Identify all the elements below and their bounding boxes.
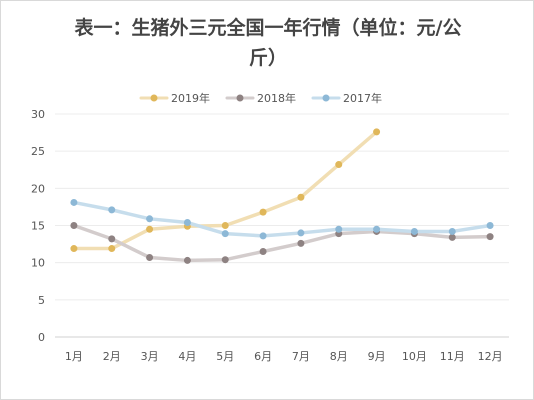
data-point xyxy=(221,256,229,264)
legend-label: 2017年 xyxy=(343,91,382,105)
y-tick-label: 5 xyxy=(38,294,45,307)
x-tick-label: 3月 xyxy=(141,350,159,363)
chart-title: 表一：生猪外三元全国一年行情（单位：元/公斤） xyxy=(74,17,462,69)
legend-label: 2018年 xyxy=(257,91,296,105)
data-point xyxy=(486,233,494,241)
y-tick-label: 30 xyxy=(31,108,45,121)
x-tick-label: 12月 xyxy=(478,350,503,363)
x-tick-label: 4月 xyxy=(178,350,196,363)
y-tick-label: 10 xyxy=(31,257,45,270)
x-tick-label: 5月 xyxy=(216,350,234,363)
data-point xyxy=(146,215,154,223)
data-point xyxy=(70,222,78,229)
x-tick-label: 10月 xyxy=(402,350,427,363)
x-tick-label: 6月 xyxy=(254,350,272,363)
x-tick-label: 11月 xyxy=(440,350,465,363)
x-tick-label: 1月 xyxy=(65,350,83,363)
data-point xyxy=(259,248,267,256)
series-line xyxy=(72,200,492,238)
data-point xyxy=(108,235,116,243)
data-point xyxy=(70,198,78,206)
data-point xyxy=(146,253,154,261)
data-point xyxy=(335,161,343,169)
series-line xyxy=(72,223,492,263)
data-point xyxy=(108,245,116,253)
data-point xyxy=(108,206,116,214)
y-tick-label: 20 xyxy=(31,182,45,195)
data-point xyxy=(183,219,191,227)
data-point xyxy=(373,128,381,136)
data-point xyxy=(70,245,78,253)
legend-marker xyxy=(236,94,244,102)
data-point xyxy=(297,193,305,201)
data-point xyxy=(221,222,229,229)
data-point xyxy=(486,222,494,229)
x-tick-label: 9月 xyxy=(368,350,386,363)
x-tick-label: 2月 xyxy=(103,350,121,363)
data-point xyxy=(448,233,456,241)
legend-marker xyxy=(322,94,330,102)
legend-label: 2019年 xyxy=(171,91,210,105)
legend-marker xyxy=(150,94,158,102)
data-point xyxy=(297,239,305,247)
data-point xyxy=(259,208,267,216)
data-point xyxy=(373,225,381,233)
data-point xyxy=(183,256,191,264)
x-tick-label: 8月 xyxy=(330,350,348,363)
y-tick-label: 15 xyxy=(31,220,45,233)
x-tick-label: 7月 xyxy=(292,350,310,363)
y-tick-label: 0 xyxy=(38,331,45,344)
data-point xyxy=(297,229,305,237)
data-point xyxy=(335,225,343,233)
y-tick-label: 25 xyxy=(31,145,45,158)
data-point xyxy=(221,230,229,238)
data-point xyxy=(410,227,418,235)
data-point xyxy=(448,227,456,235)
data-point xyxy=(146,225,154,233)
data-point xyxy=(259,232,267,240)
